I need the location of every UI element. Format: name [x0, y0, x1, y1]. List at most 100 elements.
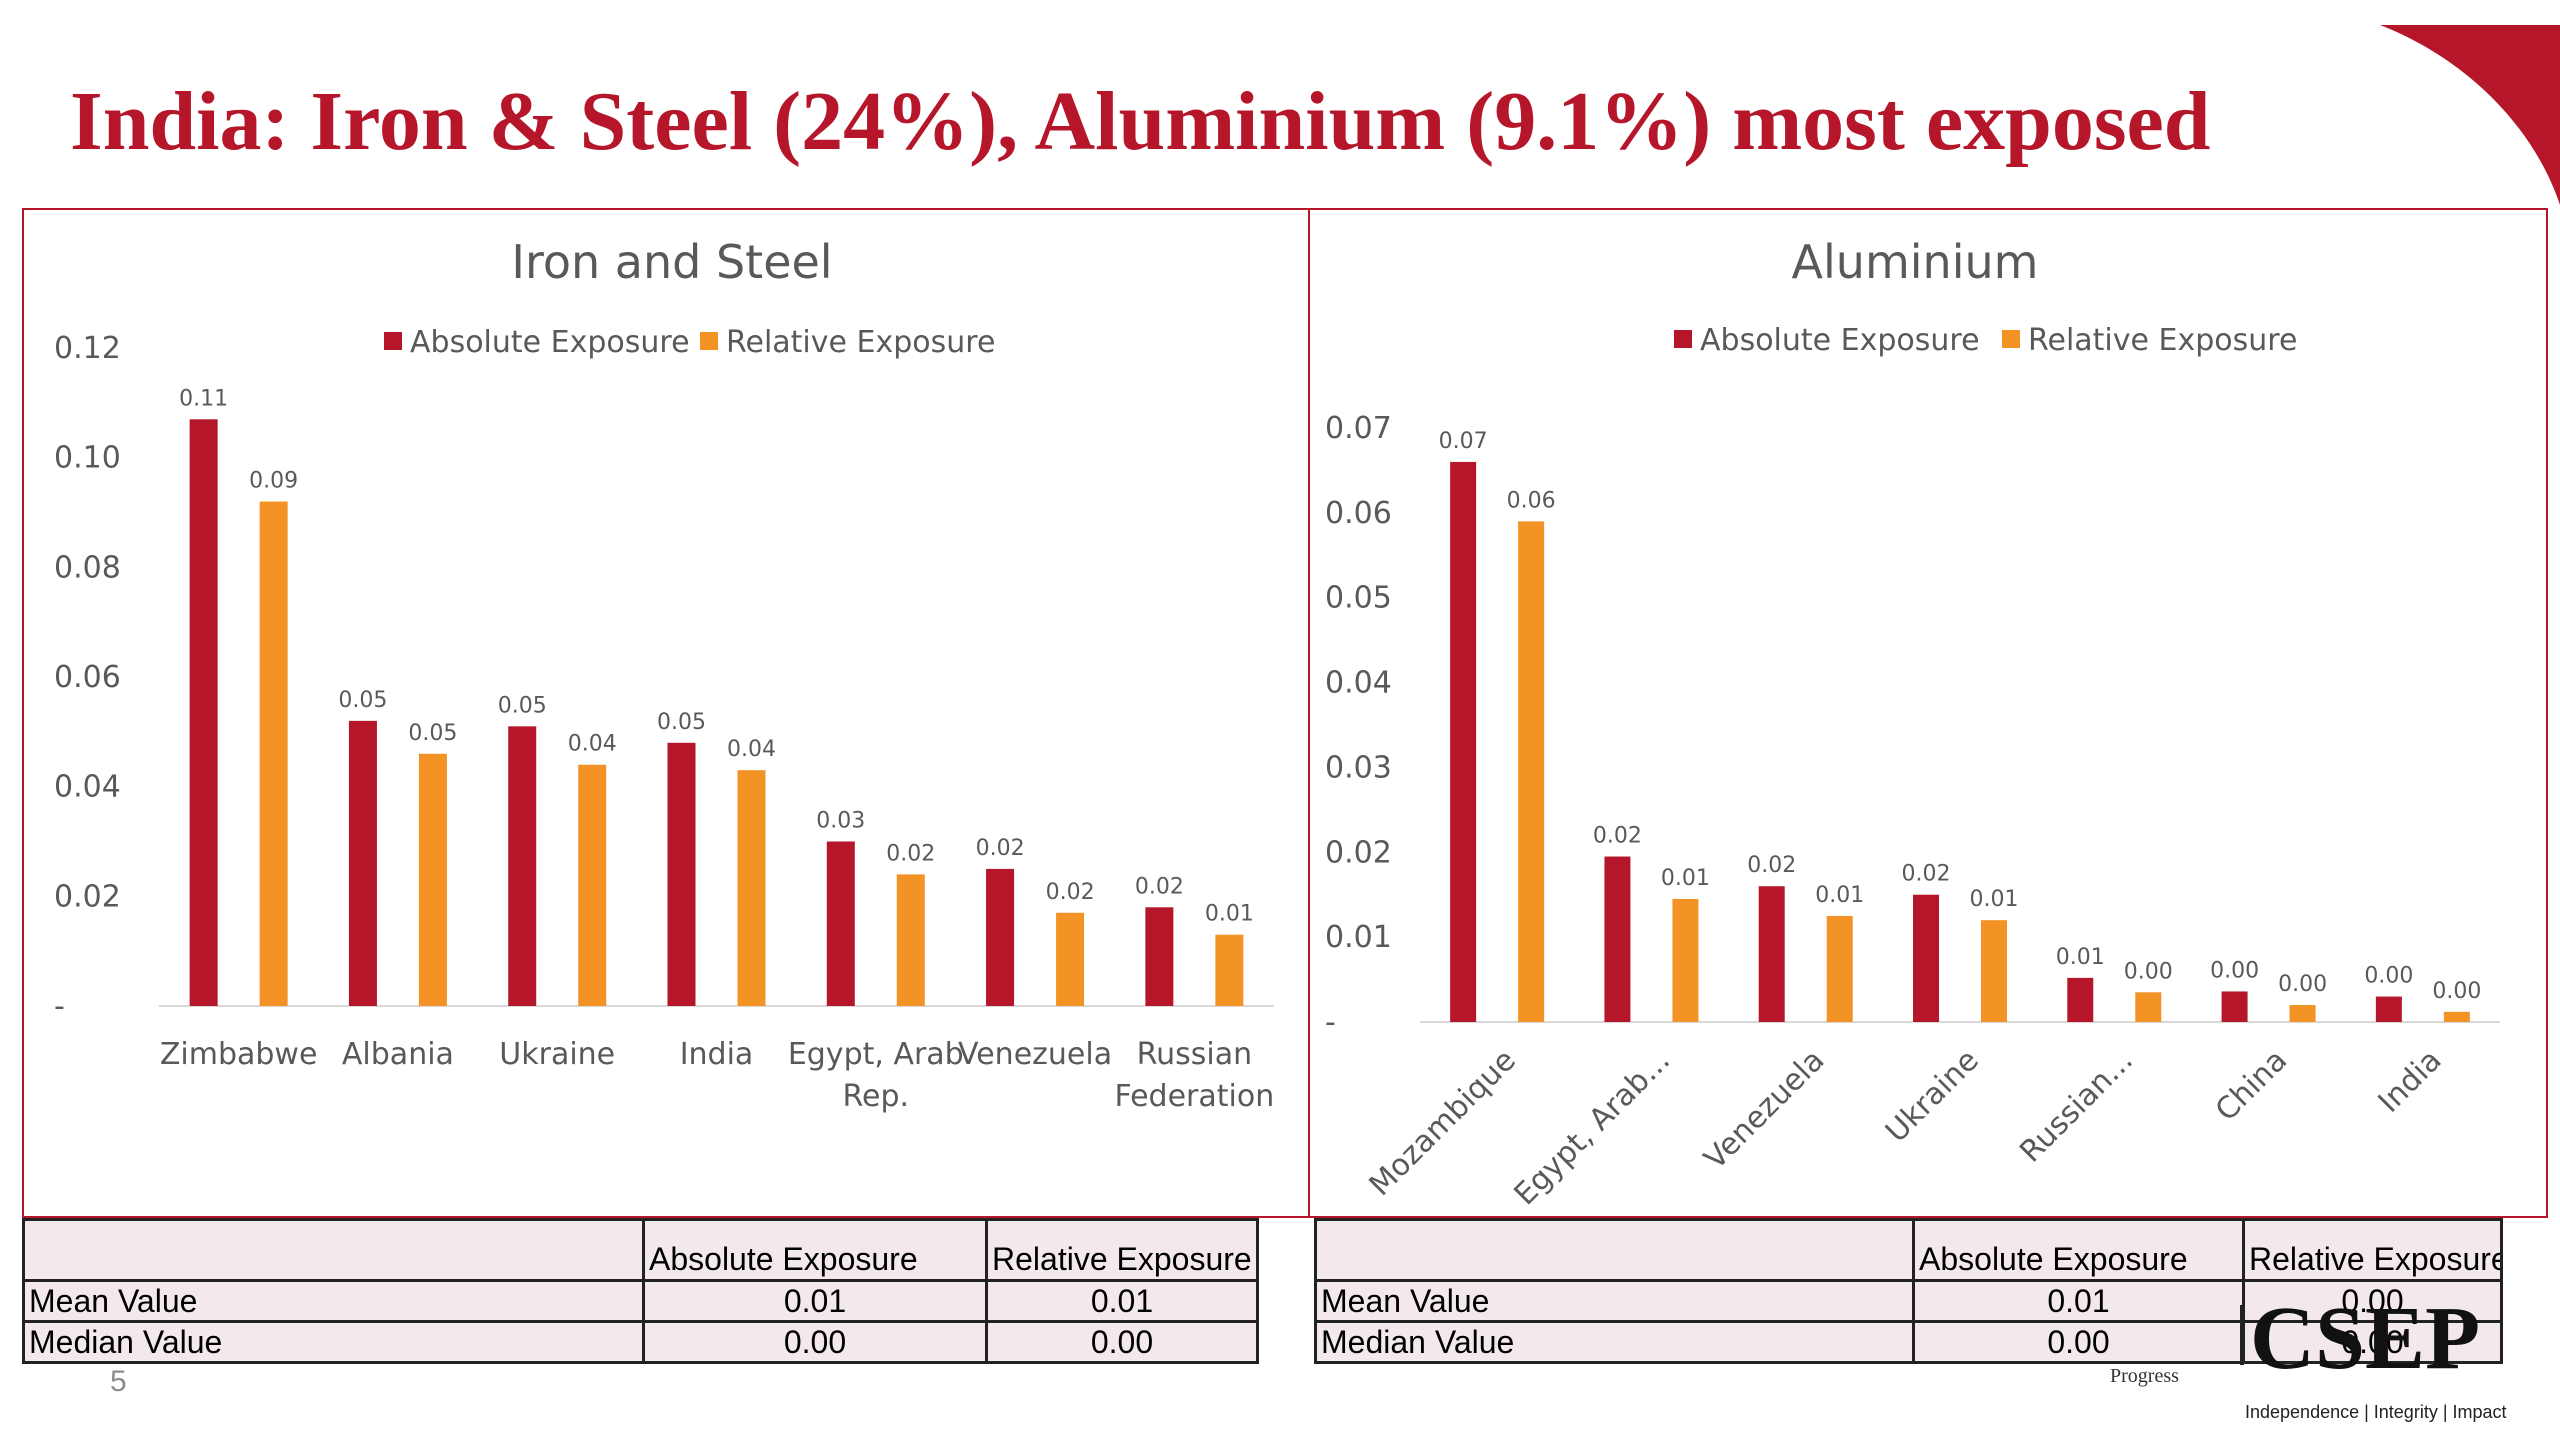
logo-subtext: Progress	[2110, 1365, 2179, 1387]
legend-label: Relative Exposure	[2028, 323, 2297, 358]
data-label: 0.01	[1970, 887, 2019, 912]
slide-title: India: Iron & Steel (24%), Aluminium (9.…	[70, 75, 2211, 168]
data-label: 0.02	[1747, 853, 1796, 878]
y-tick-label: 0.05	[1325, 581, 1392, 616]
aluminium-chart: Aluminium Absolute Exposure Relative Expos…	[1325, 235, 2500, 1212]
bar	[1758, 886, 1785, 1022]
y-tick-label: 0.03	[1325, 750, 1392, 785]
bar	[1056, 912, 1085, 1006]
y-tick-label: 0.04	[54, 770, 121, 805]
data-label: 0.04	[568, 732, 617, 757]
bar	[986, 868, 1015, 1006]
table-header-row: Absolute Exposure Relative Exposure	[1314, 1218, 2503, 1282]
data-label: 0.03	[816, 809, 865, 834]
table-header-cell: Absolute Exposure	[1912, 1218, 2245, 1282]
x-category-label: Venezuela	[958, 1037, 1112, 1072]
absolute-value: 0.01	[1912, 1279, 2245, 1323]
bar	[2067, 977, 2094, 1022]
x-category-label: Ukraine	[499, 1037, 615, 1072]
legend-swatch	[2002, 330, 2020, 348]
bar	[2289, 1005, 2316, 1022]
data-label: 0.02	[1135, 874, 1184, 899]
table-row: Mean Value 0.01 0.01	[22, 1279, 1259, 1323]
svg-text:CSEP: CSEP	[2250, 1300, 2480, 1388]
x-category-label: Mozambique	[1363, 1043, 1523, 1203]
bar	[259, 501, 288, 1006]
bar	[1215, 934, 1244, 1006]
data-label: 0.00	[2364, 964, 2413, 989]
bar	[737, 770, 766, 1006]
y-tick-label: 0.02	[54, 879, 121, 914]
table-header-cell: Absolute Exposure	[642, 1218, 988, 1282]
y-tick-label: 0.08	[54, 550, 121, 585]
bar	[1518, 521, 1545, 1022]
y-tick-label: 0.06	[54, 660, 121, 695]
bar	[1145, 907, 1174, 1006]
x-category-label: Egypt, Arab Rep.	[788, 1037, 964, 1114]
y-tick-label: 0.12	[54, 331, 121, 366]
legend-label: Absolute Exposure	[410, 325, 690, 360]
data-label: 0.01	[2056, 945, 2105, 970]
table-header-cell	[1314, 1218, 1915, 1282]
data-label: 0.02	[886, 841, 935, 866]
data-label: 0.01	[1205, 902, 1254, 927]
row-label: Mean Value	[1314, 1279, 1915, 1323]
table-row: Median Value 0.00 0.00	[1314, 1320, 2503, 1364]
absolute-value: 0.00	[642, 1320, 988, 1364]
table-header-cell	[22, 1218, 645, 1282]
relative-value: 0.00	[985, 1320, 1259, 1364]
iron-steel-chart: Iron and Steel Absolute Exposure Relative …	[54, 235, 1274, 1114]
x-category-label: Zimbabwe	[160, 1037, 318, 1072]
relative-value: 0.01	[985, 1279, 1259, 1323]
data-label: 0.02	[1046, 880, 1095, 905]
bar	[189, 419, 218, 1006]
x-category-label: Egypt, Arab...	[1508, 1043, 1677, 1212]
chart-title: Iron and Steel	[511, 235, 832, 289]
y-tick-label: -	[1325, 1005, 1336, 1040]
bar	[1450, 461, 1477, 1022]
table-row: Mean Value 0.01 0.00	[1314, 1279, 2503, 1323]
bar	[896, 874, 925, 1006]
legend-label: Relative Exposure	[726, 325, 995, 360]
data-label: 0.01	[1815, 883, 1864, 908]
x-category-label: China	[2209, 1043, 2294, 1128]
corner-decoration	[2380, 25, 2560, 205]
data-label: 0.00	[2278, 972, 2327, 997]
bar	[418, 753, 447, 1006]
bar	[348, 720, 377, 1006]
bar	[1672, 898, 1699, 1022]
relative-value: 0.00	[2242, 1320, 2503, 1364]
chart-title: Aluminium	[1792, 235, 2039, 289]
data-label: 0.02	[1593, 824, 1642, 849]
bar	[667, 742, 696, 1006]
absolute-value: 0.00	[1912, 1320, 2245, 1364]
bar	[2135, 992, 2162, 1022]
bar	[2221, 991, 2248, 1022]
bar	[1981, 920, 2007, 1022]
x-category-label: India	[2372, 1043, 2449, 1120]
aluminium-summary-table: Absolute Exposure Relative Exposure Mean…	[1314, 1218, 2503, 1364]
iron-steel-chart-panel: Iron and Steel Absolute Exposure Relative …	[22, 208, 1310, 1218]
bar	[1826, 915, 1853, 1022]
legend-swatch	[1674, 330, 1692, 348]
y-tick-label: -	[54, 989, 65, 1024]
iron-steel-summary-table: Absolute Exposure Relative Exposure Mean…	[22, 1218, 1259, 1364]
table-header-cell: Relative Exposure	[2242, 1218, 2503, 1282]
page-number: 5	[110, 1365, 127, 1398]
y-tick-label: 0.07	[1325, 411, 1392, 446]
row-label: Mean Value	[22, 1279, 645, 1323]
bar	[826, 841, 855, 1006]
legend-swatch	[700, 332, 718, 350]
data-label: 0.07	[1439, 429, 1488, 454]
y-tick-label: 0.04	[1325, 666, 1392, 701]
x-category-label: Albania	[342, 1037, 454, 1072]
bar	[2375, 996, 2402, 1022]
data-label: 0.05	[408, 721, 457, 746]
y-tick-label: 0.02	[1325, 835, 1392, 870]
y-tick-label: 0.01	[1325, 920, 1392, 955]
relative-value: 0.00	[2242, 1279, 2503, 1323]
legend-swatch	[384, 332, 402, 350]
x-category-label: Russian Federation	[1114, 1037, 1274, 1114]
x-category-label: Russian...	[2013, 1043, 2140, 1170]
data-label: 0.05	[338, 688, 387, 713]
